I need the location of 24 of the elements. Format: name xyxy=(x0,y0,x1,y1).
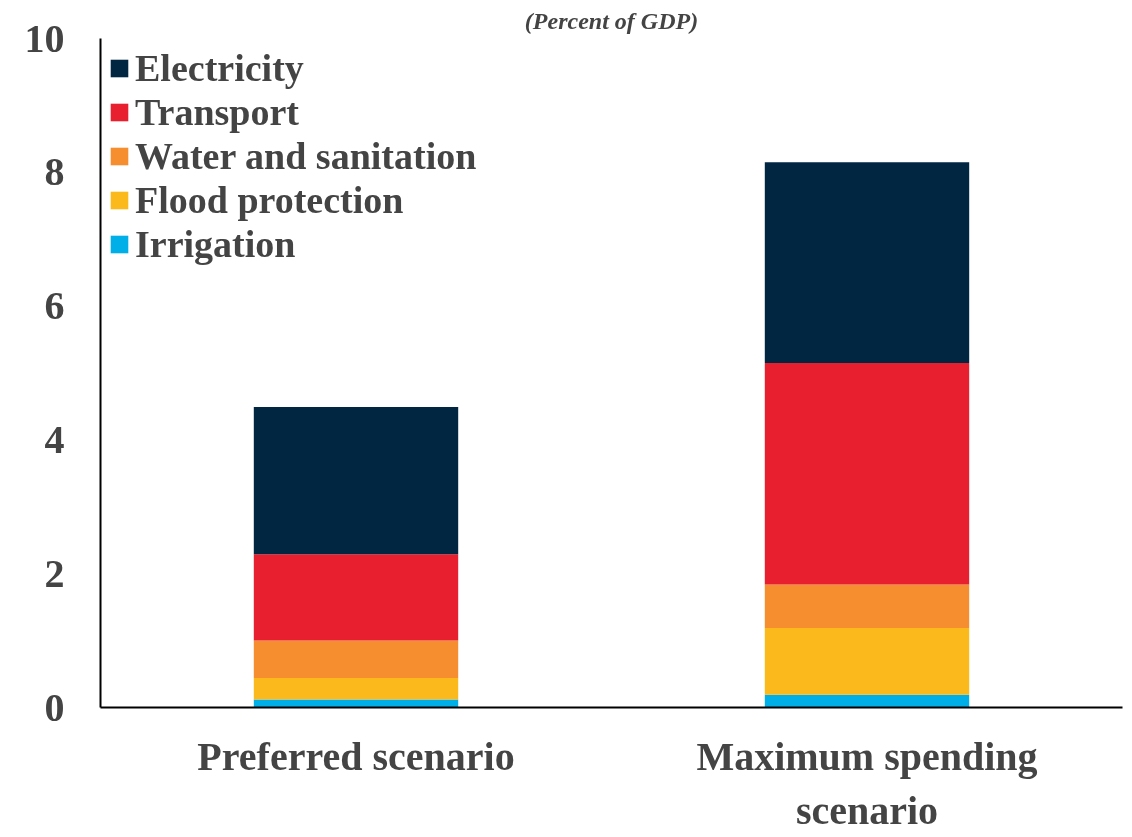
y-tick-label: 8 xyxy=(44,149,65,195)
y-tick-label: 2 xyxy=(44,550,65,596)
bar xyxy=(764,627,970,695)
bar xyxy=(253,554,459,641)
bar xyxy=(764,362,970,585)
y-tick-label: 6 xyxy=(44,283,65,329)
bar xyxy=(764,694,970,708)
bar xyxy=(764,162,970,363)
bar xyxy=(253,640,459,679)
bar xyxy=(253,699,459,708)
bar xyxy=(764,584,970,628)
y-tick-label: 4 xyxy=(44,416,65,462)
y-tick-label: 10 xyxy=(24,15,65,61)
legend-label: Electricity xyxy=(135,46,304,90)
legend-label: Water and sanitation xyxy=(135,134,477,178)
x-tick-label: Preferred scenario xyxy=(197,733,515,779)
legend-label: Transport xyxy=(135,90,299,134)
y-tick-label: 0 xyxy=(44,684,65,730)
legend-label: Irrigation xyxy=(135,222,296,266)
chart-title: (Percent of GDP) xyxy=(524,7,699,34)
legend-label: Flood protection xyxy=(135,178,404,222)
bar xyxy=(253,407,459,555)
bar xyxy=(253,678,459,700)
x-tick-label: Maximum spending scenario xyxy=(696,733,1038,833)
